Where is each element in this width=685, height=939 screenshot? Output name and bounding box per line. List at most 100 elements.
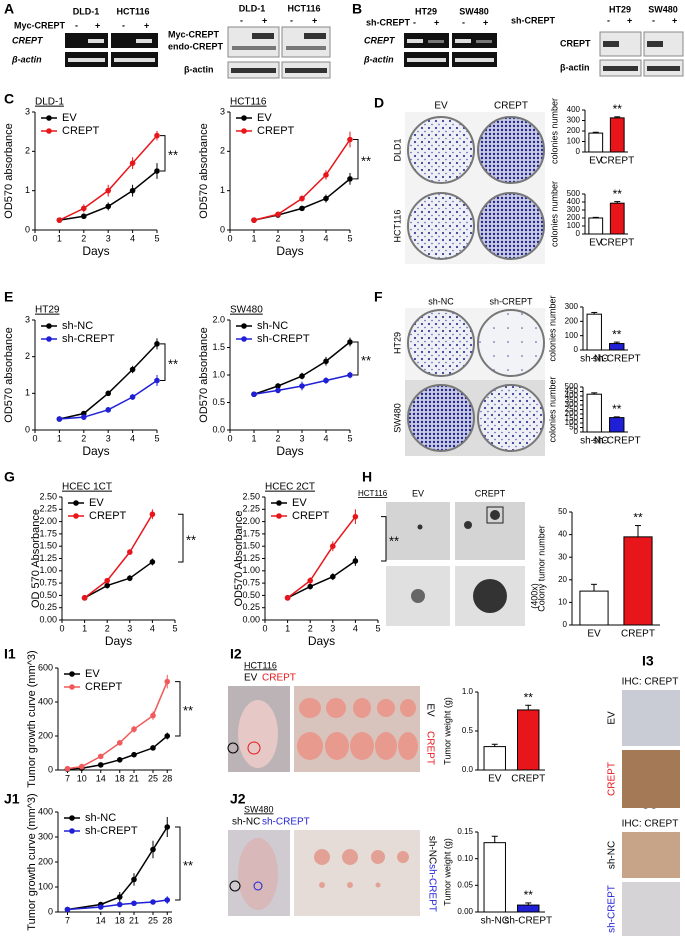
chart-title: HCT116 — [230, 97, 267, 108]
colony — [490, 510, 500, 520]
y-tick-label: 2 — [25, 351, 30, 361]
point — [347, 136, 353, 143]
y-tick-label: 200 — [565, 409, 579, 418]
point — [116, 740, 123, 746]
y-tick-label: 200 — [565, 316, 579, 325]
x-tick-label: 0 — [32, 433, 37, 443]
blot — [227, 26, 280, 58]
legend-swatch — [69, 671, 75, 677]
sign: + — [144, 20, 149, 30]
y-tick-label: 1.00 — [39, 565, 57, 575]
panel-letter: I2 — [230, 646, 242, 662]
legend-swatch — [241, 128, 247, 134]
x-tick-label: 0 — [59, 623, 64, 633]
legend-label: CREPT — [89, 510, 127, 522]
dish — [407, 384, 475, 452]
panel-letter: B — [352, 1, 362, 17]
x-label: Days — [82, 244, 109, 258]
y-tick-label: 1.50 — [39, 541, 57, 551]
y-tick-label: 1.25 — [242, 553, 260, 563]
gel-band — [68, 58, 105, 62]
y-tick-label: 500 — [567, 189, 581, 198]
panel-i2-images: HCT116 EV CREPT EV CREPT — [227, 660, 435, 772]
legend-swatch — [46, 336, 52, 342]
y-label: colonies number — [549, 181, 559, 247]
y-tick-label: 100 — [38, 881, 53, 891]
point — [275, 387, 281, 394]
column-label: EV — [412, 488, 424, 498]
x-tick-label: 1 — [251, 433, 256, 443]
annotation: ** — [168, 148, 178, 163]
point — [129, 187, 136, 194]
y-tick-label: 350 — [565, 396, 579, 405]
x-tick-label: EV — [587, 629, 601, 640]
point — [299, 383, 305, 389]
x-tick-label: sh-CREPT — [593, 354, 641, 365]
panel-j3: IHC: CREPT sh-NC sh-CREPT — [607, 819, 680, 936]
column-label: CREPT — [494, 101, 528, 112]
point — [352, 513, 359, 520]
y-tick-label: 400 — [565, 391, 579, 400]
x-tick-label: 3 — [330, 623, 335, 633]
y-tick-label: 0 — [576, 229, 581, 238]
series-line — [84, 561, 153, 599]
dish — [477, 309, 545, 377]
y-tick-label: 2.0 — [212, 314, 225, 324]
point — [149, 559, 156, 565]
y-tick-label: 0 — [563, 620, 568, 629]
x-tick-label: CREPT — [600, 156, 634, 167]
bar — [517, 904, 540, 913]
x-tick-label: 25 — [148, 915, 158, 925]
cell-line: HCT116 — [244, 660, 277, 670]
marker — [227, 742, 239, 754]
blot-band — [603, 41, 619, 47]
x-tick-label: CREPT — [511, 774, 545, 785]
y-tick-label: 3 — [220, 106, 225, 116]
column-label: CREPT — [475, 488, 506, 498]
row-label: sh-CREPT — [426, 864, 437, 912]
lane-label: SW480 — [648, 4, 678, 14]
row-label: sh-NC — [426, 836, 437, 864]
x-tick-label: EV — [589, 238, 603, 249]
panel-a: DLD-1 HCT116 Myc-CREPT - + - + CREPT β-a… — [11, 3, 331, 79]
row-label: EV — [607, 711, 618, 725]
y-label: OD570 Absorbance — [233, 510, 245, 606]
y-label: Colony tumor number — [536, 525, 546, 612]
marker — [253, 881, 263, 891]
row-label: Myc-CREPT — [168, 29, 220, 39]
dish — [477, 192, 545, 260]
x-tick-label: 14 — [96, 773, 106, 783]
panel-letter: G — [4, 469, 15, 485]
y-tick-label: 200 — [567, 126, 581, 135]
bar — [623, 536, 653, 626]
y-tick-label: 0 — [48, 906, 53, 916]
y-label: colonies number — [547, 295, 557, 361]
panel-letters: A B C D E F G H I1 I2 I3 J1 J2 J3 — [4, 1, 658, 812]
mouse — [238, 700, 278, 768]
x-tick-label: 1 — [82, 623, 87, 633]
y-tick-label: 0.00 — [242, 614, 260, 624]
legend-label: CREPT — [292, 510, 330, 522]
point — [330, 543, 336, 549]
legend-label: EV — [89, 497, 104, 509]
x-tick-label: 1 — [285, 623, 290, 633]
y-label: Tumor weight (g) — [442, 838, 452, 906]
y-tick-label: 100 — [567, 221, 581, 230]
gel-band — [404, 33, 449, 48]
y-tick-label: 0 — [576, 147, 581, 156]
y-tick-label: 0.15 — [457, 827, 473, 836]
bar — [609, 417, 625, 433]
legend-label: sh-NC — [62, 320, 93, 332]
point — [347, 372, 353, 378]
point — [116, 901, 123, 908]
lane-label: SW480 — [459, 6, 489, 16]
treatment-label: sh-CREPT — [366, 17, 411, 27]
series-line — [67, 681, 168, 770]
annotation: ** — [613, 187, 623, 201]
x-tick-label: EV — [488, 774, 502, 785]
y-label: OD570 absorbance — [3, 123, 15, 218]
legend-swatch — [73, 500, 79, 506]
x-tick-label: 5 — [172, 623, 177, 633]
row-label: CREPT — [12, 35, 44, 45]
y-tick-label: 1.5 — [212, 342, 225, 352]
